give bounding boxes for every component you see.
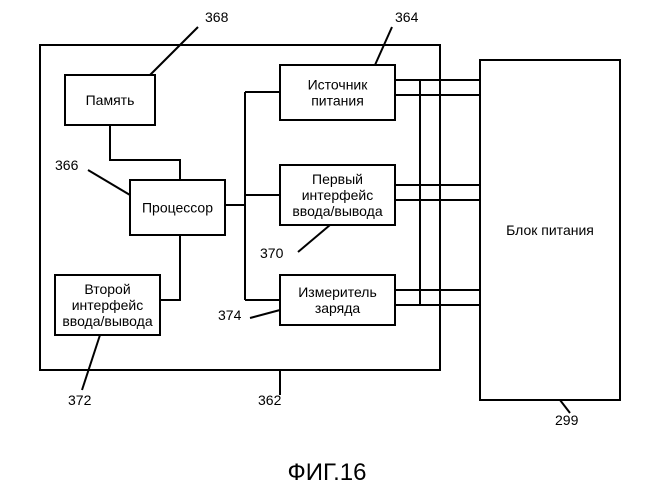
svg-text:372: 372 bbox=[68, 392, 92, 408]
svg-text:368: 368 bbox=[205, 9, 229, 25]
svg-text:ФИГ.16: ФИГ.16 bbox=[288, 459, 367, 486]
svg-text:ввода/вывода: ввода/вывода bbox=[292, 203, 382, 219]
svg-text:Измеритель: Измеритель bbox=[298, 284, 377, 300]
svg-text:366: 366 bbox=[55, 157, 79, 173]
svg-text:Источник: Источник bbox=[308, 77, 369, 93]
svg-text:интерфейс: интерфейс bbox=[72, 297, 144, 313]
svg-text:370: 370 bbox=[260, 245, 284, 261]
svg-text:Второй: Второй bbox=[84, 281, 130, 297]
svg-text:Память: Память bbox=[86, 92, 135, 108]
svg-text:питания: питания bbox=[311, 93, 364, 109]
block-diagram: Блок питания 299 Память 368 Процессор 366 Исто… bbox=[0, 0, 654, 500]
svg-text:Процессор: Процессор bbox=[142, 200, 213, 216]
svg-text:ввода/вывода: ввода/вывода bbox=[62, 313, 152, 329]
svg-text:Первый: Первый bbox=[312, 171, 363, 187]
svg-text:заряда: заряда bbox=[315, 300, 361, 316]
svg-text:362: 362 bbox=[258, 392, 282, 408]
svg-text:интерфейс: интерфейс bbox=[302, 187, 374, 203]
svg-text:Блок питания: Блок питания bbox=[506, 222, 594, 238]
svg-text:299: 299 bbox=[555, 412, 579, 428]
svg-text:364: 364 bbox=[395, 9, 419, 25]
svg-text:374: 374 bbox=[218, 307, 242, 323]
